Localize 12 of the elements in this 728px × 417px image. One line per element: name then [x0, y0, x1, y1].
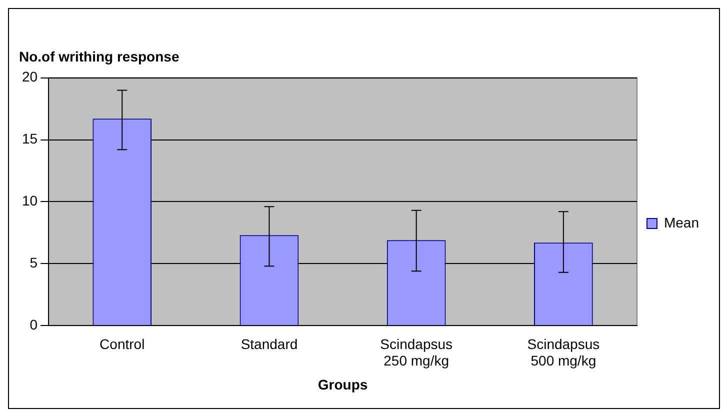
y-tick-label: 20	[22, 68, 38, 85]
y-tick-label: 0	[30, 316, 38, 332]
x-axis-title: Groups	[318, 376, 368, 392]
x-tick-label: Control	[100, 336, 145, 352]
legend-label: Mean	[664, 214, 700, 230]
chart-title: No.of writhing response	[19, 48, 180, 64]
x-tick-label: Scindapsus 500 mg/kg	[527, 336, 600, 369]
y-tick-label: 15	[22, 130, 38, 147]
x-tick-label: Standard	[240, 336, 298, 352]
y-tick-label: 10	[22, 192, 38, 209]
x-tick-label: Scindapsus 250 mg/kg	[380, 336, 453, 369]
y-tick-label: 5	[30, 254, 38, 271]
